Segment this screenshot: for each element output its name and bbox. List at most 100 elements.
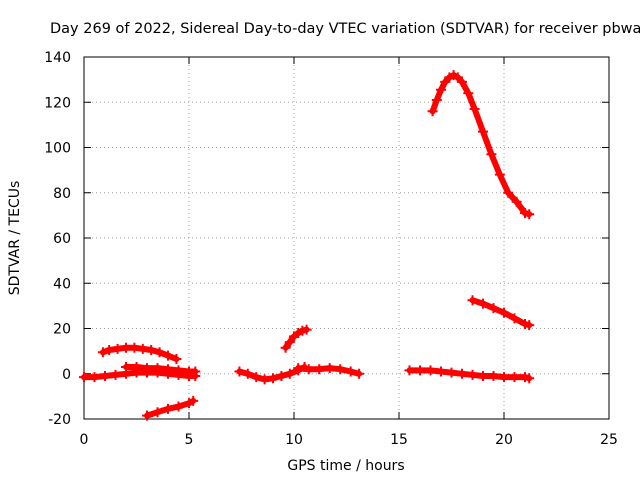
data-point <box>436 366 446 377</box>
data-point <box>142 363 152 374</box>
data-point <box>259 374 270 385</box>
series-arc-6 <box>280 324 312 353</box>
data-point <box>478 126 488 137</box>
data-point <box>314 364 325 375</box>
data-point <box>509 372 520 383</box>
data-point <box>131 361 142 372</box>
data-point <box>284 337 295 348</box>
x-tick-label: 20 <box>495 432 513 448</box>
x-tick-label: 0 <box>80 432 89 448</box>
data-point <box>404 365 415 376</box>
data-point <box>293 363 304 374</box>
data-point <box>100 371 110 382</box>
data-point <box>121 361 131 372</box>
data-point <box>137 343 148 354</box>
data-point <box>173 365 184 376</box>
y-tick-label: 0 <box>62 367 71 383</box>
data-point <box>486 149 497 160</box>
data-point <box>276 371 287 382</box>
y-tick-label: 80 <box>53 186 71 202</box>
x-tick-label: 5 <box>185 432 194 448</box>
y-tick-label: 40 <box>53 276 71 292</box>
series-arc-7 <box>293 363 365 379</box>
y-axis-label: SDTVAR / TECUs <box>7 181 23 296</box>
data-point <box>431 94 442 105</box>
data-point <box>478 298 488 309</box>
data-point <box>303 364 314 375</box>
data-point <box>511 196 522 207</box>
data-point <box>478 371 488 382</box>
series-arc-10 <box>467 295 535 331</box>
data-point <box>488 371 499 382</box>
data-point <box>121 342 131 353</box>
data-point <box>97 347 108 358</box>
data-point <box>146 344 157 355</box>
data-point <box>154 347 165 358</box>
data-layer <box>79 70 535 421</box>
data-point <box>446 367 457 378</box>
data-point <box>142 410 152 421</box>
data-point <box>354 368 365 379</box>
series-arc-4 <box>142 395 199 421</box>
data-point <box>234 366 245 377</box>
data-point <box>79 372 89 383</box>
data-point <box>152 407 163 418</box>
series-arc-3 <box>121 361 201 377</box>
data-point <box>509 313 520 324</box>
data-point <box>427 106 438 117</box>
x-tick-label: 25 <box>600 432 618 448</box>
plot-frame <box>83 56 610 420</box>
axis-ticks: 0 5 10 15 20 25 -20 0 20 40 60 80 100 120 140 <box>44 50 618 448</box>
y-tick-label: 140 <box>44 50 71 66</box>
data-point <box>163 364 173 375</box>
data-point <box>457 368 467 379</box>
data-point <box>524 209 535 220</box>
data-point <box>467 295 478 306</box>
data-point <box>463 88 474 99</box>
data-point <box>524 373 535 384</box>
grid <box>84 57 609 419</box>
data-point <box>488 303 499 314</box>
data-point <box>524 320 535 331</box>
data-point <box>335 364 346 375</box>
data-point <box>242 368 253 379</box>
series-line <box>429 72 533 218</box>
data-point <box>436 84 446 95</box>
data-point <box>152 363 163 374</box>
data-point <box>251 372 262 383</box>
y-tick-label: 20 <box>53 322 71 338</box>
data-point <box>324 363 335 374</box>
data-point <box>188 395 199 406</box>
x-axis-label: GPS time / hours <box>287 458 404 474</box>
data-point <box>112 343 123 354</box>
series-arc-9 <box>427 70 535 220</box>
chart-title: Day 269 of 2022, Sidereal Day-to-day VTE… <box>50 21 640 37</box>
data-point <box>345 366 356 377</box>
data-point <box>163 350 173 361</box>
data-point <box>284 368 295 379</box>
data-point <box>280 342 291 353</box>
data-point <box>499 307 509 318</box>
y-tick-label: 60 <box>53 231 71 247</box>
data-point <box>268 373 278 384</box>
y-tick-label: 120 <box>44 95 71 111</box>
series-arc-2 <box>97 342 182 365</box>
data-point <box>171 354 182 365</box>
data-point <box>469 104 480 115</box>
data-point <box>104 344 115 355</box>
data-point <box>190 366 201 377</box>
data-point <box>415 365 425 376</box>
data-point <box>173 401 184 412</box>
data-point <box>494 169 505 180</box>
data-point <box>467 369 478 380</box>
data-point <box>503 187 514 198</box>
data-point <box>425 365 436 376</box>
data-point <box>89 372 100 383</box>
data-point <box>499 372 509 383</box>
data-point <box>163 403 173 414</box>
y-tick-label: -20 <box>48 412 71 428</box>
data-point <box>129 342 140 353</box>
x-tick-label: 15 <box>390 432 408 448</box>
data-point <box>110 369 121 380</box>
